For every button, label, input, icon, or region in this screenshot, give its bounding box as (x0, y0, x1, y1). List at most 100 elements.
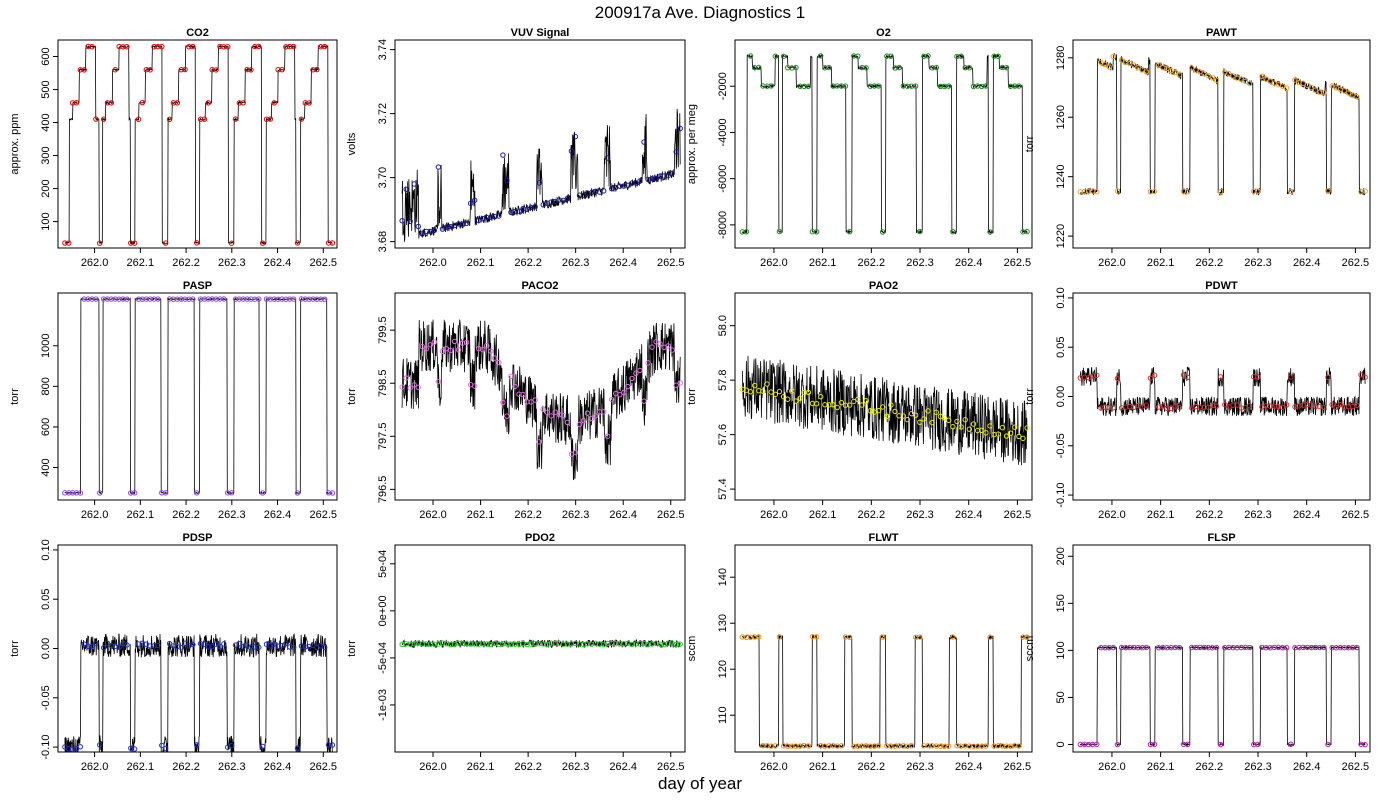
data-point (166, 116, 173, 123)
data-point (471, 383, 478, 389)
data-point (290, 43, 297, 50)
plot-frame (1072, 544, 1371, 753)
data-point (201, 296, 208, 302)
data-point (780, 53, 787, 60)
data-point (209, 643, 215, 650)
data-point (966, 426, 973, 432)
figure-xlabel: day of year (657, 774, 743, 793)
data-point (1007, 430, 1014, 436)
data-point (1354, 644, 1360, 651)
y-tick-label: 0.10 (40, 539, 52, 560)
data-point (294, 240, 301, 246)
y-axis-label: torr (346, 388, 358, 405)
panel-pao2: PAO2 torr 57.4 57.6 57.8 58.0 262.0 262.1 262.2 2… (686, 280, 1033, 521)
x-tick-label: 262.1 (127, 257, 155, 269)
data-point (629, 375, 635, 382)
y-tick-label: 3.70 (377, 167, 389, 188)
data-point (271, 641, 277, 647)
data-point (124, 44, 130, 50)
data-point (217, 296, 223, 302)
x-tick-label: 262.0 (1098, 761, 1126, 773)
data-point (186, 296, 192, 302)
data-point (178, 66, 184, 73)
data-point (97, 240, 103, 246)
x-tick-label: 262.3 (562, 257, 590, 269)
data-point (609, 396, 615, 403)
data-point (743, 229, 750, 235)
data-point (283, 296, 289, 302)
y-tick-label: 3.68 (377, 231, 389, 252)
data-point (999, 424, 1006, 431)
data-point (838, 743, 845, 749)
panel-title: VUV Signal (511, 27, 570, 39)
x-tick-label: 262.2 (172, 761, 200, 773)
data-point (81, 641, 87, 647)
data-point (244, 66, 250, 73)
data-point (580, 192, 587, 199)
y-tick-label: 400 (40, 113, 52, 131)
series-line (1079, 53, 1366, 196)
data-point (929, 419, 935, 426)
data-point (908, 743, 915, 749)
y-tick-label: 3.74 (377, 39, 389, 60)
data-point (306, 100, 312, 106)
y-tick-label: 57.6 (717, 424, 729, 445)
data-point (435, 378, 442, 385)
data-point (954, 418, 960, 425)
data-point (205, 100, 212, 106)
y-tick-label: 600 (40, 47, 52, 65)
data-point (1362, 188, 1368, 194)
data-point (256, 43, 262, 50)
data-point (263, 296, 270, 302)
data-point (677, 380, 683, 386)
x-tick-label: 262.3 (218, 761, 246, 773)
y-tick-label: 796.5 (377, 476, 389, 504)
data-point (259, 490, 266, 496)
data-point (302, 644, 308, 650)
data-point (966, 65, 973, 71)
data-point (536, 439, 542, 445)
data-point (1114, 188, 1121, 194)
data-point (1172, 69, 1178, 76)
data-point (1217, 741, 1224, 748)
data-point (818, 53, 824, 59)
data-point (1114, 375, 1121, 382)
data-point (419, 343, 425, 350)
data-point (1106, 64, 1112, 70)
data-point (159, 742, 165, 749)
data-point (314, 66, 320, 73)
y-tick-label: 120 (717, 660, 729, 678)
data-point (576, 421, 583, 428)
data-point (621, 389, 627, 396)
data-point (225, 43, 231, 50)
data-point (120, 44, 126, 50)
data-point (1003, 65, 1010, 71)
x-tick-label: 262.0 (81, 509, 109, 521)
data-point (131, 240, 138, 246)
y-tick-label: 0.00 (40, 638, 52, 659)
data-point (1329, 83, 1335, 89)
data-point (1020, 435, 1026, 442)
data-point (147, 643, 153, 649)
data-point (925, 408, 931, 414)
data-point (641, 139, 647, 145)
panel-pdsp: PDSP torr -0.10 -0.05 0.00 0.05 0.10 262.0 262.1… (9, 532, 338, 773)
x-tick-label: 262.5 (1342, 761, 1370, 773)
data-point (128, 490, 134, 496)
data-point (128, 240, 134, 246)
data-point (287, 296, 293, 302)
data-point (62, 490, 68, 496)
y-tick-label: 110 (717, 706, 729, 724)
data-point (236, 296, 243, 302)
data-point (617, 392, 623, 398)
data-point (813, 634, 820, 640)
panel-title: PAO2 (869, 280, 898, 292)
data-point (500, 152, 506, 158)
x-tick-label: 262.2 (172, 509, 200, 521)
x-tick-label: 262.3 (906, 761, 934, 773)
data-point (983, 83, 989, 89)
data-point (789, 388, 795, 394)
data-point (93, 116, 99, 122)
data-point (925, 53, 931, 59)
data-point (1012, 424, 1018, 430)
